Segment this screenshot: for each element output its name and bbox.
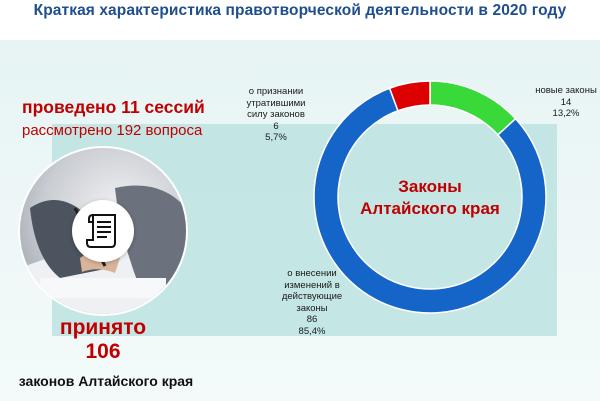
slice-amendment-laws bbox=[313, 87, 547, 314]
center-label-line-2: Алтайского края bbox=[360, 199, 500, 218]
adopted-block: принято 106 bbox=[0, 316, 206, 364]
center-label-line-1: Законы bbox=[398, 177, 462, 196]
amend-percent: 85,4% bbox=[298, 325, 326, 337]
label-new-laws: новые законы 14 13,2% bbox=[526, 85, 600, 120]
slice-new-laws bbox=[429, 80, 517, 136]
repeal-count: 6 bbox=[273, 120, 279, 132]
repeal-percent: 5,7% bbox=[265, 132, 287, 143]
label-repeal-laws: о признании утратившими силу законов 6 5… bbox=[232, 86, 320, 144]
slice-repeal-laws bbox=[388, 80, 431, 112]
adopted-label: принято bbox=[59, 316, 147, 339]
new-count: 14 bbox=[560, 96, 572, 108]
questions-text: рассмотрено 192 вопроса bbox=[22, 122, 203, 139]
scroll-document-icon bbox=[72, 200, 134, 262]
chart-center-label: Законы Алтайского края bbox=[340, 176, 520, 220]
label-amendment-laws: о внесении изменений в действующие закон… bbox=[262, 268, 362, 337]
adopted-caption: законов Алтайского края bbox=[18, 373, 194, 389]
sessions-text: проведено 11 сессий bbox=[22, 97, 205, 117]
adopted-count: 106 bbox=[85, 340, 121, 363]
page-title: Краткая характеристика правотворческой д… bbox=[33, 2, 567, 19]
new-percent: 13,2% bbox=[552, 108, 580, 119]
amend-count: 86 bbox=[306, 314, 318, 325]
